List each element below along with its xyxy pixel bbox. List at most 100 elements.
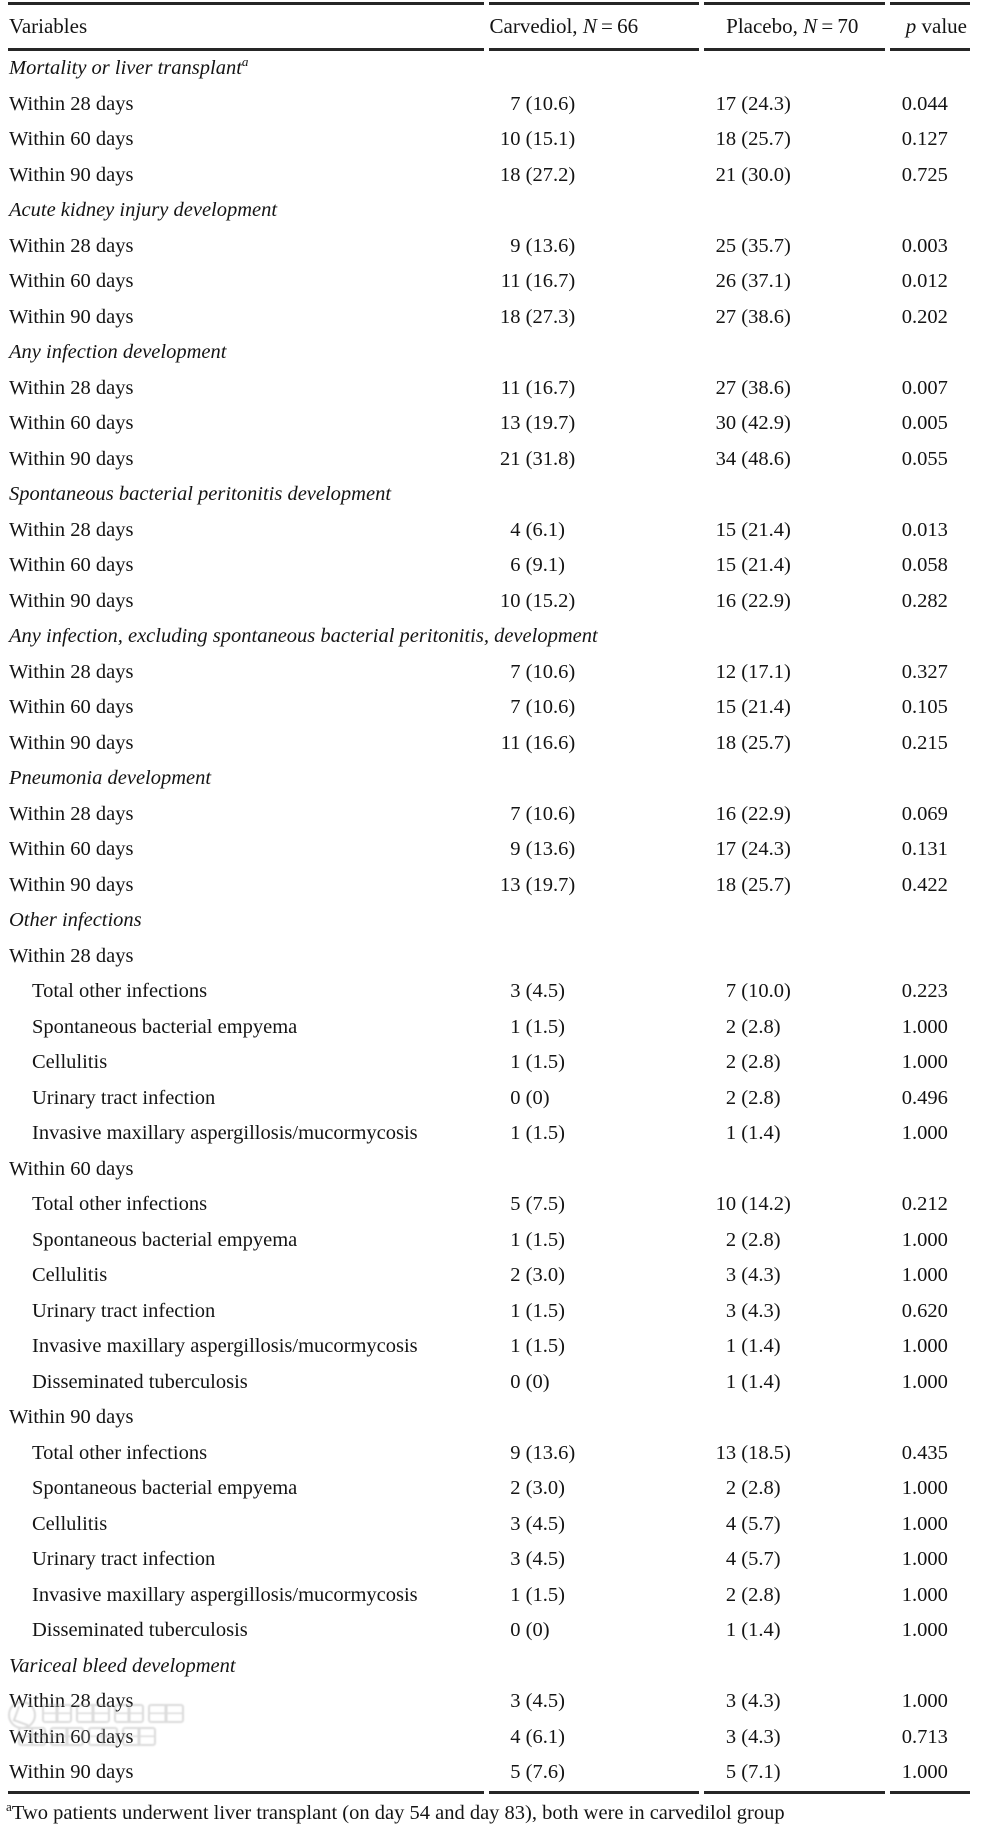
placebo-value: 2 (2.8) [704, 1045, 885, 1081]
placebo-value: 5 (7.1) [704, 1755, 885, 1794]
count-value: 7 [510, 92, 521, 115]
row-label: Within 60 days [8, 548, 484, 584]
table-row: Invasive maxillary aspergillosis/mucormy… [8, 1329, 970, 1365]
p-value: 0.058 [901, 554, 948, 577]
row-label: Within 28 days [8, 229, 484, 265]
row-label: Within 90 days [8, 868, 484, 904]
table-row: Total other infections 9 (13.6) 13 (18.5) 0… [8, 1436, 970, 1472]
row-label-text: Within 60 days [9, 270, 134, 293]
count-value: 18 [715, 873, 737, 896]
placebo-value: 2 (2.8) [704, 1578, 885, 1614]
p-value: 1.000 [901, 1619, 948, 1642]
row-label-text: Within 60 days [9, 838, 134, 861]
count-value: 11 [500, 376, 521, 399]
carvedilol-value: 4 (6.1) [489, 513, 700, 549]
count-value: 10 [715, 1193, 737, 1216]
count-value: 15 [715, 696, 737, 719]
count-value: 2 [725, 1228, 737, 1251]
empty-cell [704, 1400, 885, 1436]
placebo-value: 3 (4.3) [704, 1684, 885, 1720]
table-row: Within 60 days 4 (6.1) 3 (4.3) 0.713 [8, 1720, 970, 1756]
p-value: 1.000 [901, 1512, 948, 1535]
carvedilol-value: 2 (3.0) [489, 1258, 700, 1294]
table-row: Within 90 days [8, 1400, 970, 1436]
table-row: Urinary tract infection 1 (1.5) 3 (4.3) 0.6… [8, 1294, 970, 1330]
placebo-value: 21 (30.0) [704, 158, 885, 194]
table-row: Other infections [8, 903, 970, 939]
carvedilol-value: 18 (27.3) [489, 300, 700, 336]
row-label-text: Within 60 days [9, 1725, 134, 1748]
count-value: 1 [510, 1583, 521, 1606]
count-value: 16 [715, 802, 737, 825]
table-row: Spontaneous bacterial empyema 1 (1.5) 2 (2… [8, 1223, 970, 1259]
row-label-text: Within 60 days [9, 554, 134, 577]
table-row: Cellulitis 3 (4.5) 4 (5.7) 1.000 [8, 1507, 970, 1543]
table-row: Disseminated tuberculosis 0 (0) 1 (1.4) 1.0… [8, 1365, 970, 1401]
count-value: 7 [510, 696, 521, 719]
row-label: Within 90 days [8, 584, 484, 620]
count-value: 4 [510, 1725, 521, 1748]
carvedilol-value: 1 (1.5) [489, 1116, 700, 1152]
row-label: Urinary tract infection [8, 1294, 484, 1330]
carvedilol-value: 1 (1.5) [489, 1294, 700, 1330]
p-value: 0.713 [901, 1725, 948, 1748]
row-label: Within 90 days [8, 300, 484, 336]
p-value: 0.105 [901, 696, 948, 719]
table-row: Within 60 days 9 (13.6) 17 (24.3) 0.131 [8, 832, 970, 868]
header-row: Variables Carvediol, N = 66 Placebo, N =… [8, 2, 970, 51]
count-value: 1 [510, 1122, 521, 1145]
table-row: Within 90 days 11 (16.6) 18 (25.7) 0.215 [8, 726, 970, 762]
row-label-text: Invasive maxillary aspergillosis/mucormy… [32, 1122, 418, 1145]
row-label: Within 60 days [8, 406, 484, 442]
carvedilol-value: 9 (13.6) [489, 229, 700, 265]
row-label-text: Any infection, excluding spontaneous bac… [9, 625, 598, 648]
row-label: Spontaneous bacterial empyema [8, 1471, 484, 1507]
table-row: Within 28 days 7 (10.6) 12 (17.1) 0.327 [8, 655, 970, 691]
row-label-text: Pneumonia development [9, 767, 212, 790]
row-label: Disseminated tuberculosis [8, 1613, 484, 1649]
p-value: 1.000 [901, 1122, 948, 1145]
placebo-value: 17 (24.3) [704, 87, 885, 123]
row-label-text: Urinary tract infection [32, 1548, 216, 1571]
table-row: Pneumonia development [8, 761, 970, 797]
table-row: Mortality or liver transplanta [8, 51, 970, 87]
placebo-value: 27 (38.6) [704, 371, 885, 407]
count-value: 3 [510, 1690, 521, 1713]
table-row: Within 60 days 6 (9.1) 15 (21.4) 0.058 [8, 548, 970, 584]
placebo-value: 1 (1.4) [704, 1365, 885, 1401]
count-value: 21 [715, 163, 737, 186]
row-label-text: Cellulitis [32, 1051, 108, 1074]
placebo-value: 16 (22.9) [704, 797, 885, 833]
count-value: 4 [725, 1512, 737, 1535]
table-row: Invasive maxillary aspergillosis/mucormy… [8, 1116, 970, 1152]
count-value: 0 [510, 1619, 521, 1642]
section-label: Mortality or liver transplanta [8, 51, 970, 87]
table-row: Any infection, excluding spontaneous bac… [8, 619, 970, 655]
carvedilol-value: 10 (15.2) [489, 584, 700, 620]
table-row: Within 90 days 13 (19.7) 18 (25.7) 0.422 [8, 868, 970, 904]
count-value: 21 [500, 447, 521, 470]
placebo-value: 7 (10.0) [704, 974, 885, 1010]
count-value: 3 [725, 1264, 737, 1287]
row-label-text: Within 28 days [9, 660, 134, 683]
count-value: 2 [725, 1051, 737, 1074]
table-row: Total other infections 3 (4.5) 7 (10.0) 0.2… [8, 974, 970, 1010]
count-value: 2 [725, 1086, 737, 1109]
table-row: Within 90 days 18 (27.2) 21 (30.0) 0.725 [8, 158, 970, 194]
p-value: 0.044 [901, 92, 948, 115]
carvedilol-value: 1 (1.5) [489, 1329, 700, 1365]
table-row: Within 28 days 7 (10.6) 17 (24.3) 0.044 [8, 87, 970, 123]
row-label: Within 90 days [8, 158, 484, 194]
table-row: Spontaneous bacterial peritonitis develo… [8, 477, 970, 513]
column-header-variables: Variables [8, 2, 484, 51]
empty-cell [489, 1400, 700, 1436]
row-label: Within 28 days [8, 797, 484, 833]
row-label-text: Within 60 days [9, 412, 134, 435]
table-header: Variables Carvediol, N = 66 Placebo, N =… [8, 2, 970, 51]
p-value: 1.000 [901, 1015, 948, 1038]
column-header-carvedilol: Carvediol, N = 66 [488, 2, 700, 51]
row-label: Within 28 days [8, 371, 484, 407]
row-label: Within 60 days [8, 1152, 484, 1188]
row-label-text: Spontaneous bacterial peritonitis develo… [9, 483, 392, 506]
